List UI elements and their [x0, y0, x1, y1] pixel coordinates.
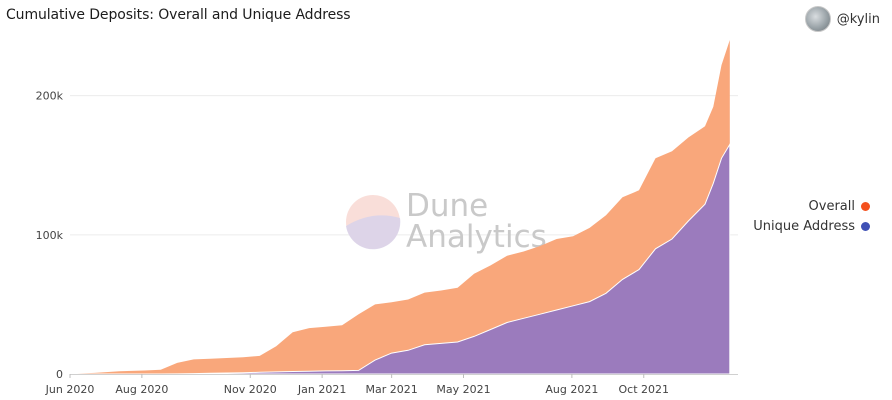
x-tick-label: May 2021 — [436, 383, 490, 396]
x-tick-label: Aug 2021 — [545, 383, 598, 396]
y-tick-label: 0 — [56, 368, 63, 381]
x-tick-label: Jan 2021 — [297, 383, 346, 396]
y-axis: 0 100k 200k — [36, 90, 64, 381]
watermark-text-line1: Dune — [406, 188, 488, 224]
watermark-text-line2: Analytics — [406, 219, 547, 255]
author-name[interactable]: @kylin — [836, 11, 880, 27]
legend-label-unique-address: Unique Address — [753, 218, 855, 234]
avatar[interactable] — [804, 6, 831, 32]
watermark-logo-lower — [346, 215, 401, 250]
legend-item-unique-address[interactable]: Unique Address — [753, 216, 870, 236]
x-tick-label: Aug 2020 — [115, 383, 168, 396]
area-series-unique-address — [70, 142, 731, 375]
x-tick-label: Jun 2020 — [45, 383, 95, 396]
chart-title: Cumulative Deposits: Overall and Unique … — [6, 7, 351, 23]
x-tick-label: Nov 2020 — [224, 383, 277, 396]
y-tick-label: 200k — [36, 90, 64, 103]
x-axis: Jun 2020 Aug 2020 Nov 2020 Jan 2021 Mar 2021… — [45, 374, 738, 396]
author-badge[interactable]: @kylin — [804, 6, 880, 32]
legend-label-overall: Overall — [808, 198, 855, 214]
watermark: Dune Analytics — [346, 188, 547, 255]
legend: Overall Unique Address — [753, 196, 870, 236]
legend-item-overall[interactable]: Overall — [753, 196, 870, 216]
y-tick-label: 100k — [36, 229, 64, 242]
x-tick-label: Oct 2021 — [618, 383, 669, 396]
legend-dot-unique-address-icon — [861, 221, 870, 231]
legend-dot-overall-icon — [861, 201, 870, 211]
chart-areas — [70, 40, 731, 375]
x-tick-label: Mar 2021 — [366, 383, 418, 396]
area-series-overall — [70, 40, 730, 374]
